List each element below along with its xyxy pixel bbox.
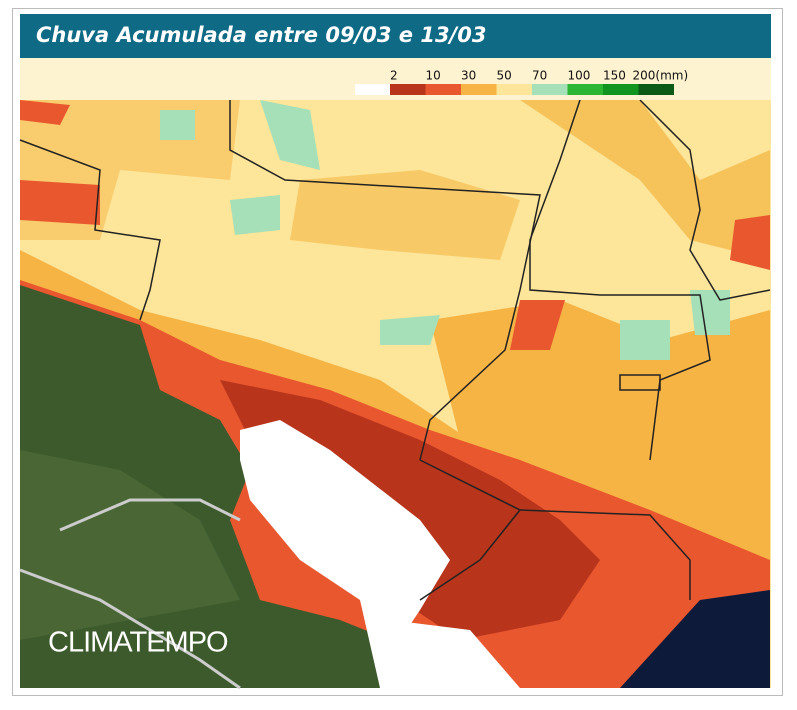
no-data <box>380 620 520 688</box>
green-patch <box>160 100 730 360</box>
map-area: CLIMATEMPO <box>19 58 771 690</box>
legend-label: 30 <box>461 69 476 83</box>
legend-label: 10 <box>426 69 441 83</box>
legend-label: 100 <box>568 69 591 83</box>
legend-label: 50 <box>497 69 512 83</box>
legend-swatch <box>638 84 674 95</box>
title-bar <box>20 14 771 58</box>
watermark: CLIMATEMPO <box>48 627 228 659</box>
legend-swatch <box>603 84 639 95</box>
legend-swatch <box>461 84 497 95</box>
title: Chuva Acumulada entre 09/03 e 13/03 <box>36 23 486 47</box>
ocean <box>620 590 770 688</box>
legend-swatch <box>390 84 426 95</box>
legend-swatch <box>425 84 461 95</box>
patch <box>430 300 770 560</box>
legend-label: 2 <box>390 69 398 83</box>
legend-white <box>355 84 390 95</box>
legend: 2 10 30 50 70 100 150 200(mm) <box>355 69 689 95</box>
patch <box>290 170 520 260</box>
legend-label: 150 <box>603 69 626 83</box>
legend-label: 200(mm) <box>633 69 689 83</box>
borders <box>19 99 771 601</box>
patch <box>520 100 770 260</box>
satellite-land <box>20 450 240 640</box>
legend-swatch <box>496 84 532 95</box>
legend-swatch <box>567 84 603 95</box>
rivers <box>19 498 241 690</box>
legend-swatch <box>532 84 568 95</box>
legend-label: 70 <box>532 69 547 83</box>
